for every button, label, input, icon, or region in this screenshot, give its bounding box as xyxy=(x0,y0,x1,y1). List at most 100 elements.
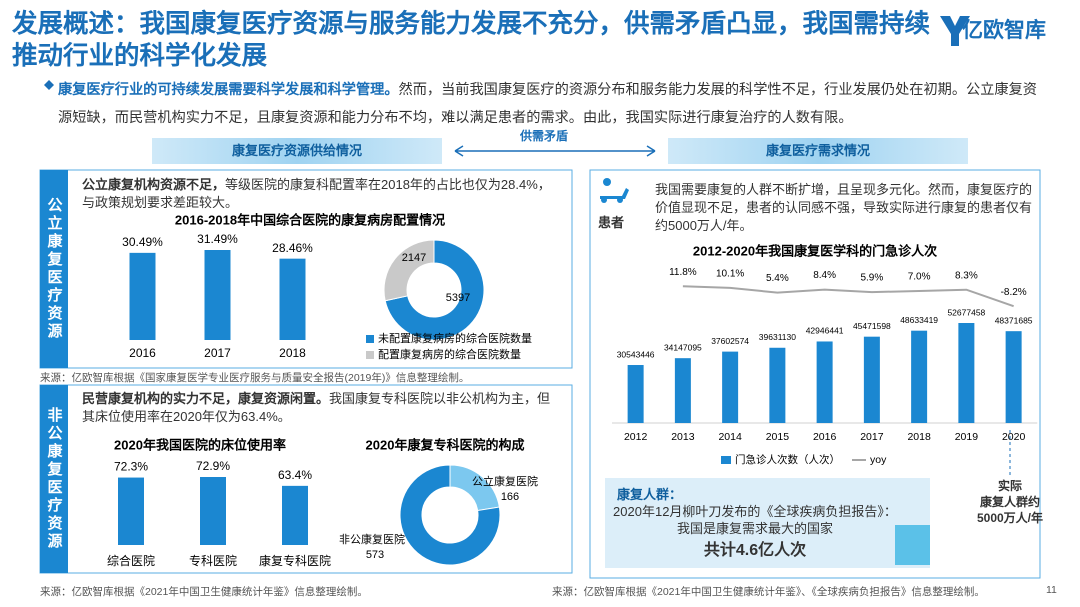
callout-line2: 我国是康复需求最大的国家 xyxy=(676,521,833,536)
segment-name: 公立康复医院 xyxy=(472,474,538,488)
callout-total: 共计4.6亿人次 xyxy=(703,542,807,559)
demand-panel xyxy=(589,169,1041,579)
x-tick-label: 2012 xyxy=(624,431,648,443)
data-label: 39631130 xyxy=(759,332,796,342)
x-tick-label: 2020 xyxy=(1002,431,1026,443)
data-label: 48371685 xyxy=(995,315,1033,325)
actual-line: 5000万人/年 xyxy=(976,511,1044,525)
x-tick-label: 2015 xyxy=(766,431,790,443)
x-tick-label: 康复专科医院 xyxy=(259,553,331,568)
data-label: 72.9% xyxy=(196,459,230,473)
callout-line1: 2020年12月柳叶刀发布的《全球疾病负担报告》： xyxy=(613,504,897,519)
legend-label: 未配置康复病房的综合医院数量 xyxy=(378,331,532,345)
chart-title: 2016-2018年中国综合医院的康复病房配置情况 xyxy=(175,212,445,227)
bar xyxy=(911,330,928,423)
segment-name: 非公康复医院 xyxy=(339,532,405,546)
data-label: 8.4% xyxy=(813,270,836,281)
supply-heading-box xyxy=(152,138,442,164)
page-number: 11 xyxy=(1046,584,1057,596)
data-label: 30.49% xyxy=(122,235,163,249)
data-label: 2147 xyxy=(402,252,426,264)
bar xyxy=(816,341,833,423)
bar xyxy=(674,358,691,423)
x-tick-label: 2016 xyxy=(129,346,156,360)
private-body: 我国康复专科医院以非公机构为主，但其床位使用率在2020年仅为63.4%。 xyxy=(82,391,551,424)
actual-line: 实际 xyxy=(997,479,1022,493)
demand-heading-box xyxy=(668,138,968,164)
data-label: 52677458 xyxy=(947,307,985,317)
donut-segment xyxy=(399,464,501,566)
data-label: 34147095 xyxy=(664,342,702,352)
connector-label: 供需矛盾 xyxy=(520,129,569,143)
icon-label: 患者 xyxy=(598,215,625,230)
chart-title: 2012-2020年我国康复医学科的门急诊人次 xyxy=(693,243,937,258)
bar xyxy=(200,477,226,545)
x-tick-label: 综合医院 xyxy=(107,553,155,568)
bar xyxy=(958,323,975,423)
data-label: 72.3% xyxy=(114,460,148,474)
private-label: 非公康复医疗资源 xyxy=(40,385,68,573)
logo: 亿欧智库 xyxy=(962,19,1046,42)
bar xyxy=(279,258,306,340)
data-label: 28.46% xyxy=(272,241,313,255)
data-label: 166 xyxy=(501,491,519,503)
intro-text: 然而，当前我国康复医疗的资源分布和服务能力发展的科学性不足，行业发展仍处在初期。… xyxy=(58,82,1037,126)
demand-text: 我国需要康复的人群不断扩增，且呈现多元化。然而，康复医疗的价值显现不足，患者的认… xyxy=(655,182,1033,233)
legend-label: 配置康复病房的综合医院数量 xyxy=(378,347,521,361)
bullet xyxy=(44,80,54,90)
public-body: 等级医院的康复科配置率在2018年的占比也仅为28.4%，与政策规划要求差距较大… xyxy=(82,177,551,210)
intro-lead: 康复医疗行业的可持续发展需要科学发展和科学管理。 xyxy=(58,82,399,98)
chart-title: 2020年我国医院的床位使用率 xyxy=(114,437,286,452)
bar xyxy=(769,347,786,423)
private-text: 民营康复机构的实力不足，康复资源闲置。我国康复专科医院以非公机构为主，但其床位使… xyxy=(82,390,562,426)
data-label: 5397 xyxy=(446,292,470,304)
callout-square xyxy=(895,525,930,565)
chart-title: 2020年康复专科医院的构成 xyxy=(366,437,525,452)
connector-arrow xyxy=(454,145,656,157)
bar xyxy=(863,336,880,423)
actual-label: 实际康复人群约 5000万人/年 xyxy=(960,478,1060,526)
public-label: 公立康复医疗资源 xyxy=(40,170,68,368)
data-label: 30543446 xyxy=(617,349,655,359)
data-label: 37602574 xyxy=(711,336,749,346)
public-lead: 公立康复机构资源不足， xyxy=(82,177,226,192)
bar xyxy=(722,351,739,423)
x-tick-label: 2017 xyxy=(204,346,231,360)
data-label: 5.9% xyxy=(860,273,883,284)
legend-swatch xyxy=(366,335,374,343)
x-tick-label: 2014 xyxy=(718,431,742,443)
x-tick-label: 2018 xyxy=(907,431,931,443)
public-source: 来源：亿欧智库根据《国家康复医学专业医疗服务与质量安全报告(2019年)》信息整… xyxy=(40,372,470,384)
x-tick-label: 2019 xyxy=(955,431,979,443)
private-lead: 民营康复机构的实力不足，康复资源闲置。 xyxy=(82,391,330,406)
actual-line: 康复人群约 xyxy=(979,495,1040,509)
data-label: 31.49% xyxy=(197,232,238,246)
patient-icon xyxy=(600,178,629,203)
x-tick-label: 2013 xyxy=(671,431,695,443)
demand-source: 来源：亿欧智库根据《2021年中国卫生健康统计年鉴》、《全球疾病负担报告》信息整… xyxy=(552,586,985,598)
logo-mark xyxy=(940,16,970,46)
legend-label: 门急诊人次数（人次） xyxy=(735,453,840,466)
private-source: 来源：亿欧智库根据《2021年中国卫生健康统计年鉴》信息整理绘制。 xyxy=(40,586,368,598)
bar xyxy=(129,252,156,340)
data-label: 63.4% xyxy=(278,468,312,482)
demand-heading: 康复医疗需求情况 xyxy=(765,143,870,158)
bar xyxy=(1005,331,1022,423)
data-label: 11.8% xyxy=(669,267,697,278)
x-tick-label: 2018 xyxy=(279,346,306,360)
data-label: 48633419 xyxy=(900,315,938,325)
data-label: -8.2% xyxy=(1001,287,1027,298)
intro: 康复医疗行业的可持续发展需要科学发展和科学管理。然而，当前我国康复医疗的资源分布… xyxy=(40,76,1050,132)
x-tick-label: 2017 xyxy=(860,431,884,443)
bar xyxy=(204,250,231,340)
bar xyxy=(627,365,644,423)
legend-swatch xyxy=(721,456,731,464)
callout-box xyxy=(605,478,930,568)
donut-segment xyxy=(384,239,485,341)
data-label: 7.0% xyxy=(908,272,931,283)
data-label: 10.1% xyxy=(716,269,744,280)
data-label: 42946441 xyxy=(806,326,844,336)
data-label: 5.4% xyxy=(766,273,789,284)
x-tick-label: 专科医院 xyxy=(189,553,237,568)
